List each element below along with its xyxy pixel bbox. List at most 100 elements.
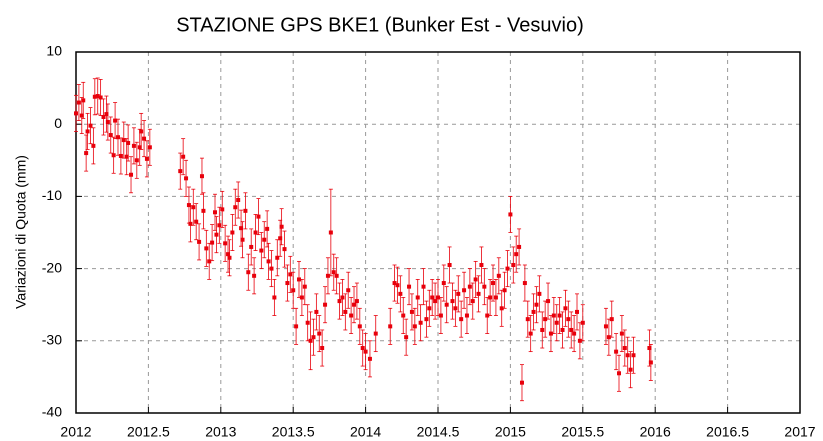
point [450, 299, 455, 304]
plot-frame [75, 51, 801, 414]
point [91, 143, 96, 148]
point [543, 317, 548, 322]
point [314, 309, 319, 314]
point [647, 346, 652, 351]
point [74, 111, 78, 116]
point [243, 208, 248, 213]
point [139, 129, 144, 134]
point [323, 302, 328, 307]
point [226, 252, 231, 257]
point [496, 273, 501, 278]
point [433, 299, 438, 304]
point [233, 205, 238, 210]
point [485, 313, 490, 318]
point [317, 331, 322, 336]
point [265, 226, 270, 231]
point [296, 277, 301, 282]
point [617, 371, 621, 376]
point [352, 302, 357, 307]
x-tick-label: 2016 [640, 424, 671, 440]
point [467, 284, 472, 289]
point [213, 210, 218, 215]
point [294, 324, 299, 329]
point [540, 327, 545, 332]
point [246, 270, 251, 275]
point [201, 208, 206, 213]
point [462, 288, 467, 293]
point [131, 143, 136, 148]
point [444, 302, 449, 307]
point [223, 241, 228, 246]
point [121, 138, 126, 143]
point [575, 309, 580, 314]
point [447, 262, 452, 267]
point [566, 317, 571, 322]
point [519, 380, 524, 385]
x-tick-label: 2014 [350, 424, 381, 440]
point [199, 174, 204, 179]
point [305, 320, 310, 325]
point [470, 299, 475, 304]
point [407, 284, 412, 289]
point [279, 224, 284, 229]
point [441, 281, 446, 286]
point [395, 283, 400, 288]
point [275, 255, 280, 260]
point [459, 317, 464, 322]
point [619, 331, 624, 336]
x-tick-label: 2017 [784, 424, 815, 440]
point [367, 356, 372, 361]
point [409, 309, 414, 314]
point [614, 349, 619, 354]
point [207, 259, 212, 264]
point [505, 266, 510, 271]
point [197, 239, 202, 244]
point [622, 346, 627, 351]
point [186, 203, 191, 208]
point [252, 273, 257, 278]
point [220, 207, 225, 212]
point [142, 136, 147, 141]
point [392, 281, 397, 286]
point [278, 236, 283, 241]
point [499, 306, 504, 311]
point [479, 262, 484, 267]
point [572, 331, 577, 336]
point [126, 140, 131, 145]
point [81, 98, 86, 103]
point [531, 309, 536, 314]
point [240, 237, 245, 242]
point [204, 246, 209, 251]
point [388, 324, 393, 329]
y-tick-label: -10 [42, 187, 62, 203]
point [262, 237, 267, 242]
point [438, 313, 443, 318]
point [625, 353, 630, 358]
point [98, 95, 103, 100]
point [343, 309, 348, 314]
point [230, 230, 235, 235]
point [188, 221, 193, 226]
point [557, 313, 562, 318]
point [88, 123, 93, 128]
point [308, 338, 313, 343]
point [181, 154, 186, 159]
point [144, 156, 149, 161]
point [346, 288, 351, 293]
point [256, 214, 261, 219]
point [113, 118, 118, 123]
point [363, 349, 368, 354]
point [528, 331, 533, 336]
point [464, 313, 469, 318]
point [424, 317, 429, 322]
point [76, 100, 81, 105]
point [418, 320, 423, 325]
point [546, 299, 551, 304]
point [404, 335, 409, 340]
point [302, 284, 307, 289]
point [115, 135, 120, 140]
point [227, 255, 232, 260]
point [628, 367, 633, 372]
point [92, 94, 97, 99]
point [95, 94, 100, 99]
